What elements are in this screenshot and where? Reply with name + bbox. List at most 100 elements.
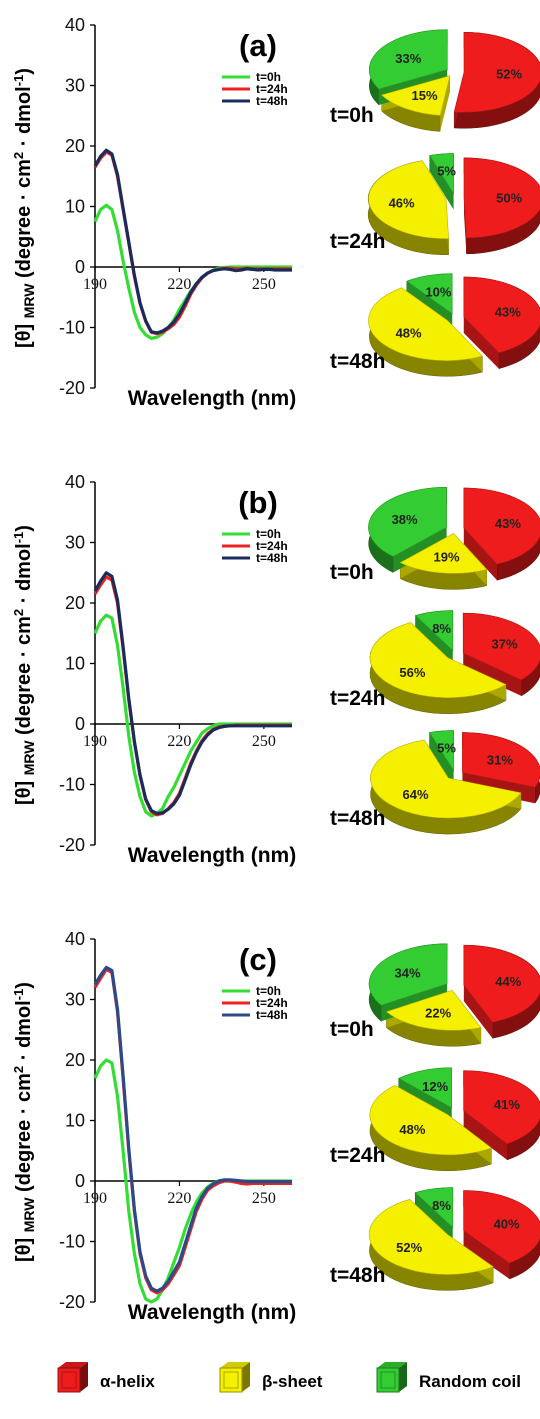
x-axis-label: Wavelength (nm)	[128, 1301, 296, 1324]
y-label-part: )	[13, 982, 35, 989]
pie-slice-α-helix	[453, 31, 540, 113]
series-line-t=48h	[93, 571, 292, 816]
y-tick-label: 0	[75, 1171, 85, 1191]
pie-value-label: 48%	[396, 325, 422, 340]
y-label-part: -1	[11, 989, 26, 1001]
y-tick-label: 0	[75, 714, 85, 734]
pie-slice-Random coil	[406, 273, 453, 315]
x-tick-label: 250	[252, 1190, 276, 1207]
cube-side	[399, 1362, 407, 1392]
pie-chart-c-0: 44% 22% 34% t=0h	[330, 943, 540, 1047]
y-tick-label: -20	[59, 835, 85, 855]
x-axis-label: Wavelength (nm)	[128, 387, 296, 410]
pie-slice-wall	[463, 653, 522, 696]
legend-label: t=24h	[256, 996, 288, 1010]
cube-side	[242, 1362, 250, 1392]
legend-label: t=48h	[256, 551, 288, 565]
y-label-part: )	[13, 525, 35, 532]
time-label: t=24h	[330, 230, 385, 253]
pie-value-label: 41%	[494, 1097, 520, 1112]
panel-label: (b)	[238, 485, 278, 520]
pie-slice-wall	[463, 528, 497, 581]
time-label: t=0h	[330, 104, 374, 127]
x-tick-label: 250	[252, 733, 276, 750]
time-label: t=48h	[330, 807, 385, 830]
pie-slice-wall	[463, 1110, 508, 1160]
pie-value-label: 64%	[402, 787, 428, 802]
legend-item-Random coil: Random coil	[376, 1362, 521, 1393]
legend-label: t=24h	[256, 539, 288, 553]
pie-slice-wall	[463, 316, 499, 369]
legend-label: α-helix	[100, 1372, 155, 1391]
pie-chart-b-1: 37% 56% 8% t=24h	[330, 610, 540, 715]
pie-value-label: 10%	[425, 285, 451, 300]
x-tick-label: 190	[83, 276, 107, 293]
y-tick-label: 20	[65, 1050, 85, 1070]
time-label: t=24h	[330, 687, 385, 710]
y-label-part: 2	[11, 609, 26, 616]
y-label-part: [θ]	[13, 1232, 35, 1262]
pie-slice-β-sheet	[370, 739, 522, 819]
y-label-part: )	[13, 68, 35, 75]
cd-panel-b: -20 -10 0 10 20 30 40 190 220 250 (b) t=0ht=24ht=48…	[11, 472, 296, 867]
pie-chart-a-2: 43% 48% 10% t=48h	[330, 273, 540, 377]
pie-slice-Random coil	[414, 1187, 454, 1229]
green-cube-icon	[376, 1362, 407, 1393]
pie-slice-wall	[429, 732, 454, 787]
y-label-part: [θ]	[13, 775, 35, 805]
y-label-part: [θ]	[13, 318, 35, 348]
y-label-part: MRW	[21, 1197, 37, 1233]
pie-slice-α-helix	[463, 276, 540, 354]
pie-slice-wall	[463, 1230, 510, 1279]
y-label-part: 2	[11, 1066, 26, 1073]
y-label-part: 2	[11, 152, 26, 159]
pie-value-label: 34%	[394, 966, 420, 981]
time-label: t=0h	[330, 561, 374, 584]
time-label: t=0h	[330, 1018, 374, 1041]
legend-label: Random coil	[419, 1372, 521, 1391]
panel-label: (c)	[239, 942, 277, 977]
y-tick-label: 40	[65, 472, 85, 492]
pie-slice-β-sheet	[369, 622, 507, 699]
y-tick-label: 30	[65, 76, 85, 96]
time-label: t=48h	[330, 350, 385, 373]
y-label-part: (degree · cm	[13, 159, 35, 283]
bottom-legend: α-helix β-sheet Random coil	[57, 1362, 521, 1393]
y-tick-label: 20	[65, 593, 85, 613]
y-tick-label: 10	[65, 197, 85, 217]
time-label: t=48h	[330, 1264, 385, 1287]
cube-front-inner	[61, 1371, 77, 1389]
y-label-part: (degree · cm	[13, 616, 35, 740]
pie-slice-β-sheet	[385, 989, 482, 1031]
pie-value-label: 12%	[422, 1079, 448, 1094]
pie-slice-Random coil	[429, 730, 454, 772]
panel-label: (a)	[239, 28, 277, 63]
pie-value-label: 5%	[437, 164, 456, 179]
pie-slice-Random coil	[414, 610, 454, 652]
legend-label: t=48h	[256, 94, 288, 108]
cube-front-inner	[380, 1371, 396, 1389]
y-tick-label: -10	[59, 318, 85, 338]
pie-value-label: 56%	[399, 665, 425, 680]
y-tick-label: 10	[65, 654, 85, 674]
pie-slice-Random coil	[398, 1067, 452, 1109]
pie-value-label: 33%	[395, 51, 421, 66]
cube-front-inner	[223, 1371, 239, 1389]
y-axis-label: [θ] MRW (degree · cm2 · dmol-1)	[11, 525, 37, 805]
series-line-t=48h	[93, 148, 292, 335]
legend-label: t=24h	[256, 82, 288, 96]
pie-slice-α-helix	[463, 1070, 540, 1145]
pie-slice-Random coil	[368, 29, 448, 90]
series-line-t=24h	[93, 150, 292, 336]
pie-slice-β-sheet	[369, 1085, 493, 1156]
pie-chart-b-0: 43% 19% 38% t=0h	[330, 486, 540, 590]
cube-front	[376, 1367, 400, 1393]
pie-slice-α-helix	[462, 612, 540, 681]
x-tick-label: 220	[167, 1190, 191, 1207]
y-tick-label: -20	[59, 1292, 85, 1312]
pie-value-label: 8%	[432, 621, 451, 636]
pie-slice-Random coil	[368, 486, 447, 557]
x-tick-label: 220	[167, 733, 191, 750]
pie-slice-wall	[463, 985, 493, 1039]
pie-value-label: 31%	[487, 752, 513, 767]
